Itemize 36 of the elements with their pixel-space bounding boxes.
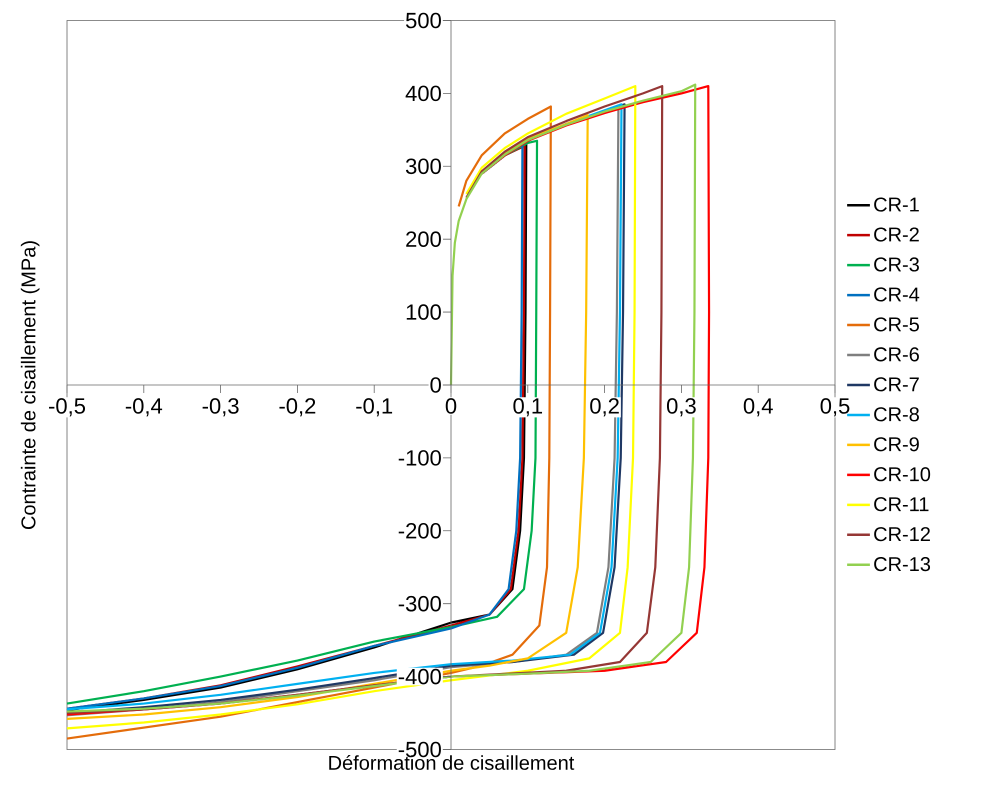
y-tick-label: 300 (406, 158, 441, 174)
y-axis-title: Contrainte de cisaillement (MPa) (20, 241, 40, 530)
x-tick-label: 0,1 (513, 398, 542, 416)
x-tick-label: -0,4 (126, 398, 162, 416)
legend-label: CR-7 (874, 377, 919, 392)
x-tick-label: 0 (446, 398, 456, 414)
y-tick-label: -100 (398, 450, 441, 466)
legend-label: CR-2 (874, 227, 919, 242)
y-tick-label: 400 (406, 86, 441, 102)
x-tick-label: 0,3 (666, 398, 696, 416)
x-tick-label: 0,2 (590, 398, 619, 416)
x-tick-label: -0,2 (279, 398, 316, 416)
legend-label: CR-4 (874, 287, 920, 302)
legend-label: CR-1 (874, 197, 919, 212)
legend-label: CR-6 (874, 347, 919, 362)
legend-label: CR-10 (874, 467, 930, 482)
y-tick-label: 0 (430, 377, 441, 393)
x-tick-label: 0,4 (744, 398, 773, 416)
x-tick-label: 0,5 (820, 398, 850, 416)
y-tick-label: -500 (398, 742, 441, 758)
legend-label: CR-9 (874, 437, 919, 452)
legend-label: CR-8 (874, 407, 919, 422)
x-tick-label: -0,5 (49, 398, 86, 416)
y-tick-label: -400 (398, 668, 441, 684)
legend-label: CR-12 (874, 527, 930, 542)
legend-label: CR-5 (874, 317, 919, 332)
x-tick-label: -0,1 (356, 398, 392, 416)
legend-label: CR-3 (874, 257, 919, 272)
y-tick-label: 500 (406, 12, 441, 28)
y-tick-label: -300 (398, 596, 441, 612)
y-tick-label: 200 (406, 231, 441, 247)
legend-label: CR-13 (874, 557, 930, 572)
x-tick-label: -0,3 (202, 398, 239, 416)
y-tick-label: 100 (406, 304, 441, 320)
legend-label: CR-11 (874, 497, 928, 512)
y-tick-label: -200 (398, 522, 441, 539)
